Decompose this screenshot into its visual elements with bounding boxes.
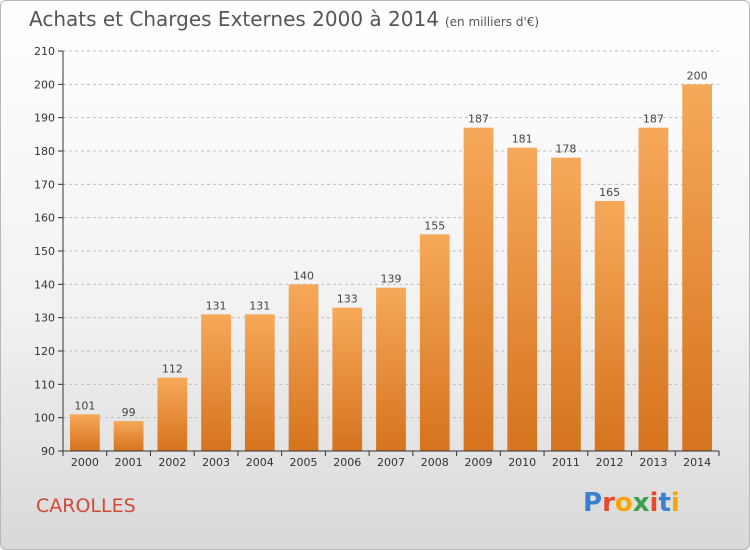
data-label: 178 [555,143,576,156]
x-tick-label: 2005 [290,456,318,469]
bar-2014 [682,84,713,451]
data-label: 187 [468,113,489,126]
y-tick-label: 150 [34,245,55,258]
bar-2004 [244,314,275,451]
bar-2003 [201,314,231,451]
chart-subtitle: (en milliers d'€) [444,15,540,29]
data-label: 139 [381,273,402,286]
y-tick-label: 180 [34,145,55,158]
x-tick-label: 2007 [377,456,405,469]
data-label: 131 [249,299,270,312]
data-label: 155 [424,219,445,232]
bar-2013 [638,127,669,452]
logo-letter: t [658,488,671,518]
chart-title: Achats et Charges Externes 2000 à 2014 (e… [29,7,539,31]
data-label: 112 [162,363,183,376]
y-tick-label: 190 [34,112,55,125]
bar-2008 [419,234,450,451]
bar-2012 [594,201,625,451]
chart-title-text: Achats et Charges Externes 2000 à 2014 [29,7,439,31]
data-label: 140 [293,269,314,282]
x-tick-label: 2012 [596,456,624,469]
logo-letter: r [602,488,615,518]
y-tick-label: 140 [34,278,55,291]
data-label: 181 [512,133,533,146]
x-tick-label: 2013 [639,456,667,469]
y-tick-label: 170 [34,178,55,191]
data-label: 165 [599,186,620,199]
y-tick-label: 120 [34,345,55,358]
x-tick-label: 2000 [71,456,99,469]
x-tick-label: 2009 [464,456,492,469]
proxiti-logo: Proxiti [583,488,680,518]
logo-letter: i [670,488,680,518]
y-tick-label: 110 [34,378,55,391]
logo-letter: i [649,488,659,518]
bar-2007 [376,287,406,451]
bar-2009 [463,127,494,452]
bar-2001 [113,421,144,451]
y-tick-label: 90 [41,445,55,458]
x-tick-label: 2003 [202,456,230,469]
data-label: 99 [122,406,136,419]
y-tick-label: 160 [34,212,55,225]
y-tick-label: 210 [34,45,55,58]
commune-name: CAROLLES [36,495,136,517]
x-tick-label: 2001 [115,456,143,469]
logo-letter: o [614,488,633,518]
x-tick-label: 2010 [508,456,536,469]
bar-2002 [157,377,188,451]
data-label: 101 [74,399,95,412]
logo-letter: x [632,488,650,518]
y-tick-label: 130 [34,312,55,325]
bar-2006 [332,307,363,451]
y-tick-label: 200 [34,78,55,91]
x-tick-label: 2002 [158,456,186,469]
bar-2000 [69,414,100,451]
bar-2010 [507,147,538,451]
x-tick-label: 2008 [421,456,449,469]
data-label: 131 [206,299,227,312]
data-label: 187 [643,113,664,126]
bar-2011 [551,157,581,451]
data-label: 200 [687,69,708,82]
x-tick-label: 2014 [683,456,711,469]
logo-letter: P [583,488,603,518]
x-tick-label: 2011 [552,456,580,469]
x-tick-label: 2006 [333,456,361,469]
y-tick-label: 100 [34,412,55,425]
bar-2005 [288,284,319,451]
data-label: 133 [337,293,358,306]
x-tick-label: 2004 [246,456,274,469]
